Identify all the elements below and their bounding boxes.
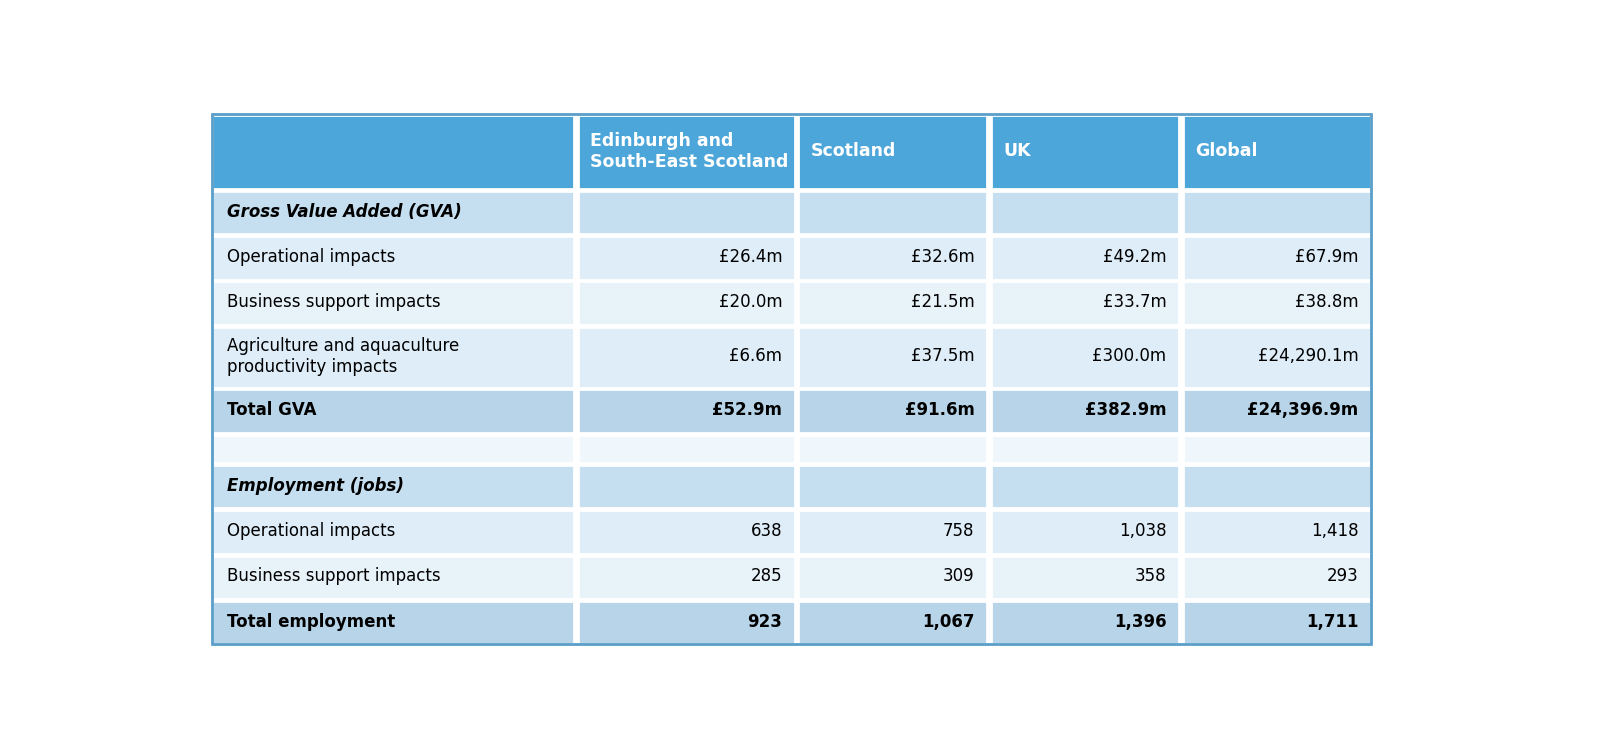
Text: 1,067: 1,067	[923, 613, 974, 630]
Bar	[990, 115, 1178, 189]
Text: £26.4m: £26.4m	[718, 248, 782, 266]
Bar	[798, 236, 987, 280]
Text: £32.6m: £32.6m	[911, 248, 974, 266]
Text: Business support impacts: Business support impacts	[227, 293, 441, 311]
Bar	[990, 601, 1178, 645]
Text: Total employment: Total employment	[227, 613, 395, 630]
Bar	[990, 510, 1178, 553]
Bar	[798, 465, 987, 508]
Text: £24,396.9m: £24,396.9m	[1247, 401, 1359, 419]
Text: £33.7m: £33.7m	[1103, 293, 1167, 311]
Bar	[798, 556, 987, 599]
Bar	[798, 281, 987, 325]
Bar	[1183, 326, 1370, 388]
Bar	[213, 510, 574, 553]
Bar	[213, 556, 574, 599]
Bar	[213, 601, 574, 645]
Text: 758: 758	[943, 522, 974, 540]
Bar	[577, 556, 795, 599]
Text: £67.9m: £67.9m	[1295, 248, 1359, 266]
Text: £20.0m: £20.0m	[718, 293, 782, 311]
Text: £49.2m: £49.2m	[1103, 248, 1167, 266]
Bar	[213, 236, 574, 280]
Bar	[1183, 556, 1370, 599]
Bar	[213, 115, 574, 189]
Bar	[1183, 435, 1370, 463]
Bar	[213, 326, 574, 388]
Text: £37.5m: £37.5m	[911, 348, 974, 366]
Bar	[990, 191, 1178, 234]
Text: 285: 285	[750, 568, 782, 585]
Bar	[1183, 115, 1370, 189]
Bar	[577, 326, 795, 388]
Bar	[990, 465, 1178, 508]
Text: Gross Value Added (GVA): Gross Value Added (GVA)	[227, 203, 462, 221]
Bar	[798, 191, 987, 234]
Text: Operational impacts: Operational impacts	[227, 522, 395, 540]
Bar	[798, 435, 987, 463]
Text: £6.6m: £6.6m	[729, 348, 782, 366]
Bar	[577, 281, 795, 325]
Text: 923: 923	[747, 613, 782, 630]
Bar	[798, 390, 987, 433]
Bar	[1183, 191, 1370, 234]
Bar	[577, 601, 795, 645]
Bar	[990, 556, 1178, 599]
Text: 309: 309	[943, 568, 974, 585]
Text: £38.8m: £38.8m	[1295, 293, 1359, 311]
Text: £52.9m: £52.9m	[712, 401, 782, 419]
Bar	[1183, 465, 1370, 508]
Text: 293: 293	[1327, 568, 1359, 585]
Text: 1,418: 1,418	[1311, 522, 1359, 540]
Bar	[213, 390, 574, 433]
Text: 1,711: 1,711	[1306, 613, 1359, 630]
Text: £21.5m: £21.5m	[911, 293, 974, 311]
Text: 638: 638	[750, 522, 782, 540]
Bar	[577, 435, 795, 463]
Text: £91.6m: £91.6m	[905, 401, 974, 419]
Bar	[990, 435, 1178, 463]
Bar	[1183, 236, 1370, 280]
Text: Scotland: Scotland	[811, 143, 895, 161]
Bar	[990, 390, 1178, 433]
Bar	[1183, 601, 1370, 645]
Bar	[798, 510, 987, 553]
Text: Edinburgh and
South-East Scotland: Edinburgh and South-East Scotland	[590, 132, 788, 171]
Bar	[213, 435, 574, 463]
Text: Business support impacts: Business support impacts	[227, 568, 441, 585]
Bar	[798, 326, 987, 388]
Text: Operational impacts: Operational impacts	[227, 248, 395, 266]
Text: Employment (jobs): Employment (jobs)	[227, 477, 405, 495]
Bar	[577, 465, 795, 508]
Bar	[577, 390, 795, 433]
Bar	[213, 191, 574, 234]
Text: £300.0m: £300.0m	[1092, 348, 1167, 366]
Text: 1,396: 1,396	[1115, 613, 1167, 630]
Bar	[577, 191, 795, 234]
Text: 358: 358	[1135, 568, 1167, 585]
Bar	[990, 281, 1178, 325]
Text: £382.9m: £382.9m	[1084, 401, 1167, 419]
Text: 1,038: 1,038	[1119, 522, 1167, 540]
Bar	[1183, 281, 1370, 325]
Text: Agriculture and aquaculture
productivity impacts: Agriculture and aquaculture productivity…	[227, 337, 459, 375]
Bar	[798, 601, 987, 645]
Bar	[213, 281, 574, 325]
Bar	[990, 326, 1178, 388]
Bar	[990, 236, 1178, 280]
Bar	[1183, 390, 1370, 433]
Text: UK: UK	[1003, 143, 1030, 161]
Bar	[1183, 510, 1370, 553]
Bar	[577, 115, 795, 189]
Bar	[213, 465, 574, 508]
Bar	[577, 236, 795, 280]
Bar	[577, 510, 795, 553]
Text: Total GVA: Total GVA	[227, 401, 317, 419]
Text: £24,290.1m: £24,290.1m	[1258, 348, 1359, 366]
Text: Global: Global	[1194, 143, 1257, 161]
Bar	[798, 115, 987, 189]
